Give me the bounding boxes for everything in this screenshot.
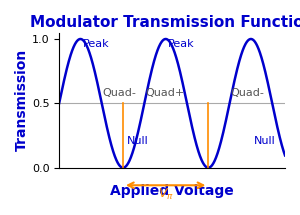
Title: Modulator Transmission Function: Modulator Transmission Function: [30, 15, 300, 30]
Text: $V_\pi$: $V_\pi$: [158, 187, 174, 202]
Text: Peak: Peak: [168, 39, 194, 49]
Y-axis label: Transmission: Transmission: [15, 49, 29, 151]
Text: Quad-: Quad-: [103, 88, 136, 98]
X-axis label: Applied Voltage: Applied Voltage: [110, 184, 234, 198]
Text: Quad-: Quad-: [230, 88, 264, 98]
Text: Null: Null: [127, 136, 148, 146]
Text: Peak: Peak: [82, 39, 109, 49]
Text: Null: Null: [254, 136, 276, 146]
Text: Quad+: Quad+: [145, 88, 184, 98]
